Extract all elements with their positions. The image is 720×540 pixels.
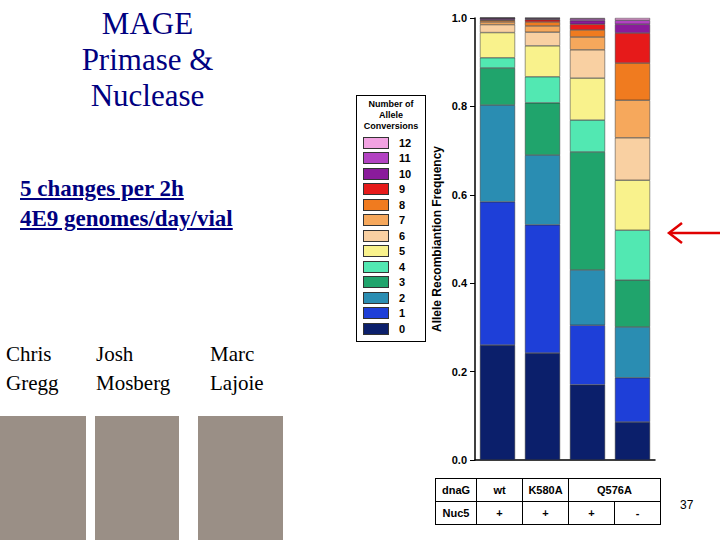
html-text:Lajoie: Lajoie (210, 371, 264, 395)
html-text:12: 12 (399, 136, 412, 149)
html-text:9: 9 (399, 183, 406, 196)
html-text:Marc: Marc (210, 342, 255, 366)
svg-text:0.2: 0.2 (452, 366, 467, 378)
html-text:5: 5 (399, 245, 406, 258)
html-text:2: 2 (399, 291, 406, 304)
html-text:5 changes per 2h: 5 changes per 2h (20, 176, 184, 201)
html-text:wt: wt (493, 484, 506, 496)
html-text:7: 7 (399, 214, 406, 227)
svg-text:0.6: 0.6 (452, 189, 467, 201)
html-text:37: 37 (680, 498, 694, 512)
html-text:10: 10 (399, 167, 412, 180)
svg-text:0.4: 0.4 (452, 277, 468, 289)
svg-text:1.0: 1.0 (452, 12, 467, 24)
html-text:Josh: Josh (96, 342, 134, 366)
html-text:6: 6 (399, 229, 406, 242)
html-text:MAGE: MAGE (101, 6, 194, 41)
html-text:0: 0 (399, 322, 406, 335)
html-text:3: 3 (399, 276, 406, 289)
html-text:4: 4 (399, 260, 406, 273)
html-text:1: 1 (399, 307, 406, 320)
svg-text:Allele Recombiantion Frequency: Allele Recombiantion Frequency (430, 146, 444, 332)
html-text:dnaG: dnaG (441, 484, 471, 496)
html-text:Q576A: Q576A (597, 484, 632, 496)
html-text:Primase &: Primase & (81, 42, 214, 77)
html-text:Mosberg: Mosberg (96, 371, 171, 395)
svg-text:0.8: 0.8 (452, 100, 467, 112)
html-text:11: 11 (399, 152, 411, 165)
html-text:Nuc5: Nuc5 (442, 507, 470, 519)
html-text:K580A: K580A (528, 484, 563, 496)
html-text:Nuclease: Nuclease (90, 78, 205, 113)
html-text:4E9 genomes/day/vial: 4E9 genomes/day/vial (20, 206, 233, 231)
html-text:Number of Allele Conversions: Number of Allele Conversions (363, 99, 419, 131)
html-text:8: 8 (399, 198, 406, 211)
svg-text:0.0: 0.0 (452, 454, 467, 466)
html-text:Gregg: Gregg (6, 371, 59, 395)
html-text:Chris: Chris (6, 342, 52, 366)
